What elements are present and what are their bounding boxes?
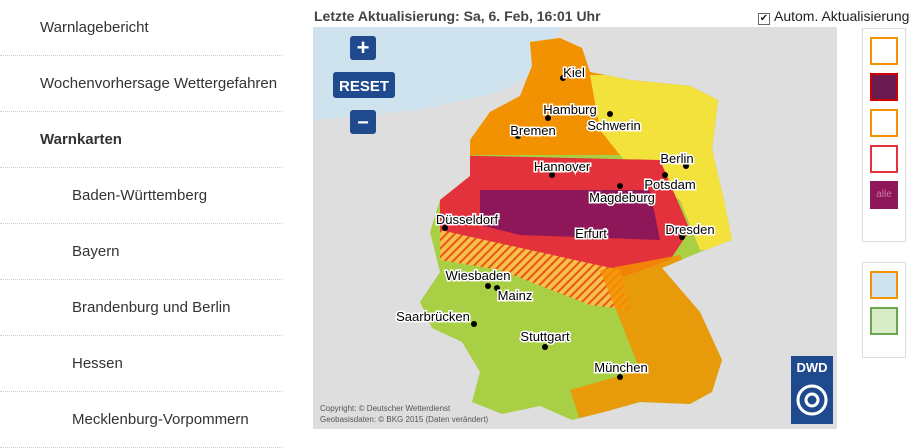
city-dot (683, 163, 689, 169)
snow-icon[interactable] (870, 73, 898, 101)
zoom-in-button[interactable] (350, 36, 376, 60)
page: Warnlagebericht Wochenvorhersage Wetterg… (0, 8, 910, 448)
city-label: Potsdam (644, 177, 695, 192)
city-label: Dresden (665, 222, 714, 237)
wind-icon[interactable] (870, 37, 898, 65)
city-label: Schwerin (587, 118, 640, 133)
storm-surge-icon[interactable] (870, 271, 898, 299)
city-label: Saarbrücken (396, 309, 470, 324)
reset-label: RESET (339, 78, 389, 95)
nav-subitem[interactable]: Bayern (0, 224, 282, 280)
city-dot (471, 321, 477, 327)
coast-panel (862, 262, 906, 358)
zoom-in-label: + (357, 35, 370, 60)
nav-subitem[interactable]: Mecklenburg-Vorpommern (0, 392, 282, 448)
city-label: Düsseldorf (436, 212, 499, 227)
city-dot (549, 172, 555, 178)
all-button[interactable]: alle (870, 181, 898, 209)
auto-update[interactable]: ✔ Autom. Aktualisierung (758, 8, 909, 25)
city-dot (560, 75, 566, 81)
city-label: Magdeburg (589, 190, 655, 205)
dwd-logo-swirl (796, 384, 828, 416)
checkbox[interactable]: ✔ (758, 13, 770, 25)
nav-subitem[interactable]: Baden-Württemberg (0, 168, 282, 224)
ice-icon[interactable] (870, 145, 898, 173)
last-update: Letzte Aktualisierung: Sa, 6. Feb, 16:01… (314, 8, 601, 24)
city-dot (662, 172, 668, 178)
dwd-logo-text: DWD (796, 360, 827, 375)
city-label: Berlin (660, 151, 693, 166)
city-dot (679, 234, 685, 240)
city-label: Mainz (498, 288, 533, 303)
coast-wind-icon[interactable] (870, 307, 898, 335)
nav-subitem[interactable]: Hessen (0, 336, 282, 392)
city-dot (575, 227, 581, 233)
dwd-logo-swirl (804, 392, 820, 408)
reset-button[interactable] (333, 72, 395, 98)
city-label: Erfurt (575, 226, 607, 241)
city-dot (617, 183, 623, 189)
city-dot (485, 283, 491, 289)
city-label: Bremen (510, 123, 556, 138)
city-label: Stuttgart (520, 329, 570, 344)
geodata: Geobasisdaten: © BKG 2015 (Daten verände… (320, 415, 489, 424)
city-dot (617, 374, 623, 380)
zoom-out-button[interactable] (350, 110, 376, 134)
city-label: Hamburg (543, 102, 596, 117)
city-dot (494, 285, 500, 291)
city-label: Wiesbaden (445, 268, 510, 283)
nav-item[interactable]: Warnkarten (0, 112, 282, 168)
city-label: München (594, 360, 647, 375)
city-dot (515, 133, 521, 139)
warning-type-panel: alle (862, 28, 906, 242)
city-label: Hannover (534, 159, 591, 174)
copyright: Copyright: © Deutscher Wetterdienst (320, 404, 451, 413)
sidebar: Warnlagebericht Wochenvorhersage Wetterg… (0, 0, 282, 448)
nav-item[interactable]: Wochenvorhersage Wettergefahren (0, 56, 282, 112)
city-label: Kiel (563, 65, 585, 80)
auto-update-label: Autom. Aktualisierung (774, 8, 910, 24)
city-dot (607, 111, 613, 117)
city-dot (442, 225, 448, 231)
frost-icon[interactable] (870, 109, 898, 137)
zoom-out-label: − (357, 112, 369, 134)
nav-subitem[interactable]: Brandenburg und Berlin (0, 280, 282, 336)
city-dot (545, 115, 551, 121)
nav-item[interactable]: Warnlagebericht (0, 0, 282, 56)
city-dot (542, 344, 548, 350)
